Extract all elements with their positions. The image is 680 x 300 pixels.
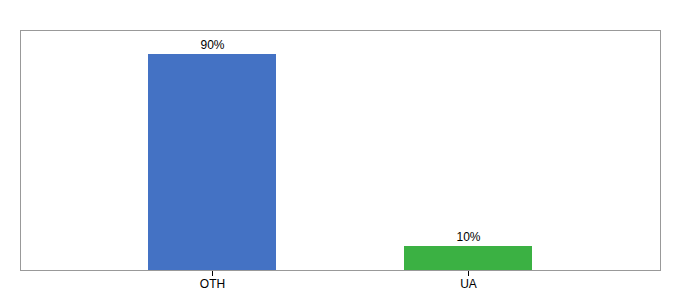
svg-text:10%: 10% xyxy=(456,230,480,244)
svg-text:90%: 90% xyxy=(200,38,224,52)
svg-text:OTH: OTH xyxy=(200,277,225,291)
svg-text:UA: UA xyxy=(460,277,477,291)
